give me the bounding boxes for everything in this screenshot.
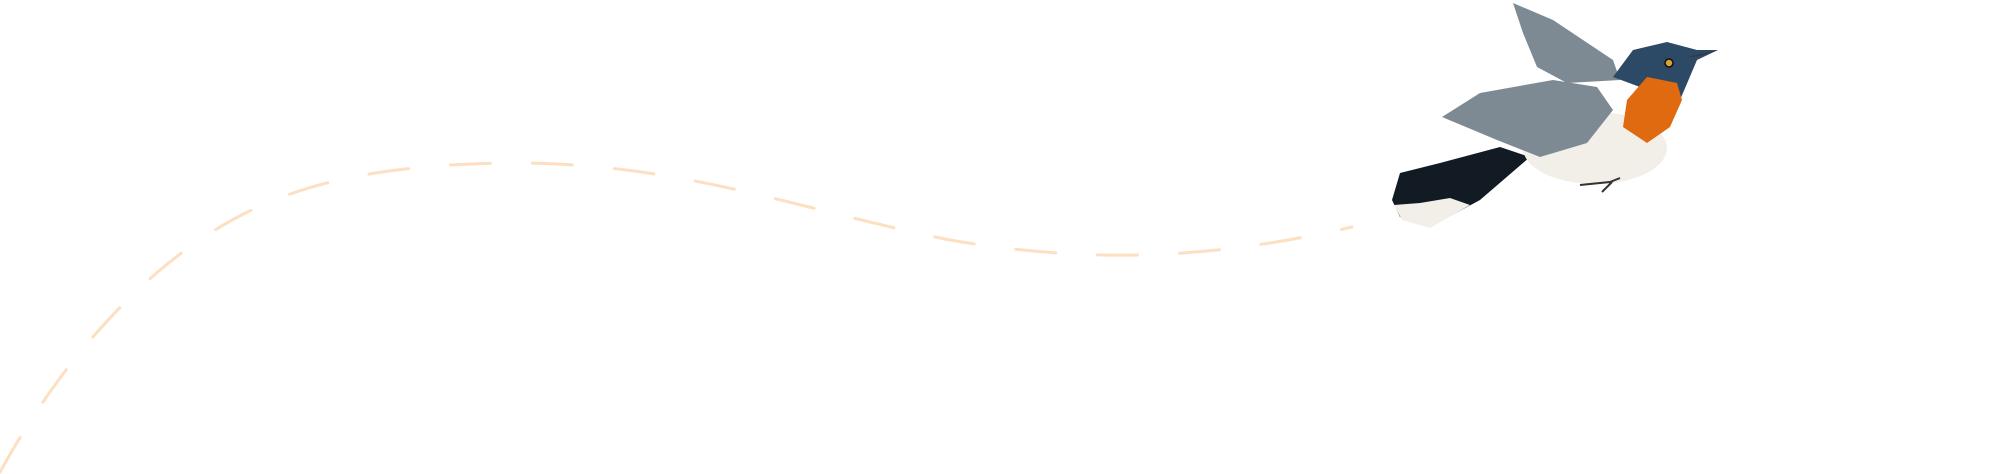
bird-feet [1579, 177, 1621, 193]
bird-lower-wing [1442, 80, 1613, 157]
bird-icon [1392, 3, 1718, 228]
dashed-flight-path [0, 161, 1354, 474]
bird-tail-tips [1394, 198, 1470, 228]
bird-beak [1683, 50, 1718, 58]
bird-upper-wing [1513, 3, 1620, 83]
bird-throat [1623, 77, 1682, 143]
bird-eye [1664, 58, 1674, 68]
